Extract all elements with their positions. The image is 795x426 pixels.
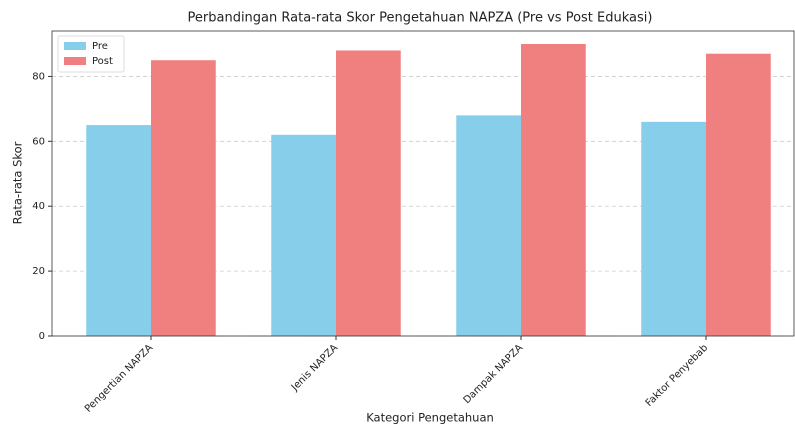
legend-label: Pre (92, 41, 108, 52)
x-tick-label: Pengertian NAPZA (83, 342, 155, 414)
chart-title: Perbandingan Rata-rata Skor Pengetahuan … (188, 11, 653, 26)
plot-frame (51, 30, 795, 337)
legend-label: Post (92, 56, 113, 67)
y-tick-label: 40 (32, 201, 45, 212)
x-tick-label: Faktor Penyebab (644, 342, 711, 409)
y-tick-label: 60 (32, 136, 45, 147)
bar (336, 50, 401, 337)
x-axis-label: Kategori Pengetahuan (366, 411, 494, 425)
legend-box (57, 35, 125, 73)
bar (151, 60, 216, 337)
x-tick-label: Jenis NAPZA (289, 342, 340, 393)
bar (521, 43, 586, 336)
x-tick-label: Dampak NAPZA (462, 342, 526, 406)
legend-swatch (64, 42, 86, 50)
y-tick-label: 20 (32, 266, 45, 277)
bar (456, 115, 521, 337)
y-axis-label: Rata-rata Skor (11, 141, 25, 224)
bar (641, 121, 706, 336)
y-tick-label: 0 (39, 331, 45, 342)
legend-swatch (64, 57, 86, 65)
bar (86, 125, 151, 337)
bar (706, 53, 771, 336)
y-tick-label: 80 (32, 71, 45, 82)
bar (271, 134, 336, 336)
